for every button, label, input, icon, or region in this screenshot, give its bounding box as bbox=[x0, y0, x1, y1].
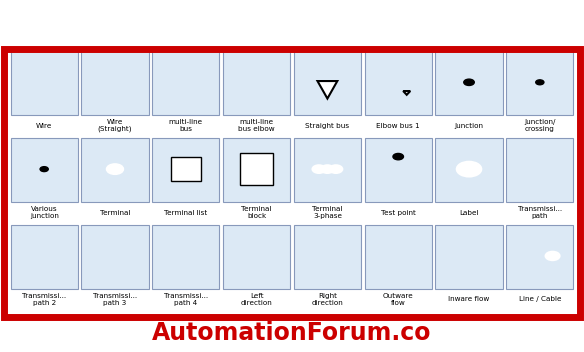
Text: Terminal
3-phase: Terminal 3-phase bbox=[312, 206, 343, 219]
Text: multi-line
bus: multi-line bus bbox=[169, 119, 203, 132]
Text: Transmissi...
path 3: Transmissi... path 3 bbox=[93, 293, 137, 306]
Text: Line / Cable: Line / Cable bbox=[519, 296, 561, 302]
Text: Outware
flow: Outware flow bbox=[383, 293, 413, 306]
Text: Various
junction: Various junction bbox=[30, 206, 58, 219]
Text: Label: Label bbox=[459, 209, 479, 215]
Text: Left
direction: Left direction bbox=[241, 293, 273, 306]
Text: Test point: Test point bbox=[381, 209, 416, 215]
Text: Transmissi...
path 4: Transmissi... path 4 bbox=[164, 293, 208, 306]
Text: Right
direction: Right direction bbox=[311, 293, 343, 306]
Text: AutomationForum.co: AutomationForum.co bbox=[152, 321, 432, 345]
Text: Wire: Wire bbox=[36, 123, 53, 129]
Text: T: T bbox=[465, 163, 473, 176]
Text: Straight bus: Straight bus bbox=[305, 123, 349, 129]
Text: Transmissi...
path 2: Transmissi... path 2 bbox=[22, 293, 66, 306]
Text: Elbow bus 1: Elbow bus 1 bbox=[377, 123, 420, 129]
Text: Transmissi...
path: Transmissi... path bbox=[518, 206, 562, 219]
Text: Junction: Junction bbox=[454, 123, 484, 129]
Text: Junction/
crossing: Junction/ crossing bbox=[524, 119, 555, 132]
Text: Text: Text bbox=[248, 172, 265, 181]
Text: Wire
(Straight): Wire (Straight) bbox=[98, 119, 132, 132]
Text: Terminal list: Terminal list bbox=[164, 209, 207, 215]
Text: Text: Text bbox=[176, 165, 195, 174]
Text: Inware flow: Inware flow bbox=[449, 296, 489, 302]
Text: multi-line
bus elbow: multi-line bus elbow bbox=[238, 119, 275, 132]
Text: Terminal: Terminal bbox=[100, 209, 130, 215]
Text: Text: Text bbox=[248, 157, 265, 166]
Text: Terminal
block: Terminal block bbox=[241, 206, 272, 219]
